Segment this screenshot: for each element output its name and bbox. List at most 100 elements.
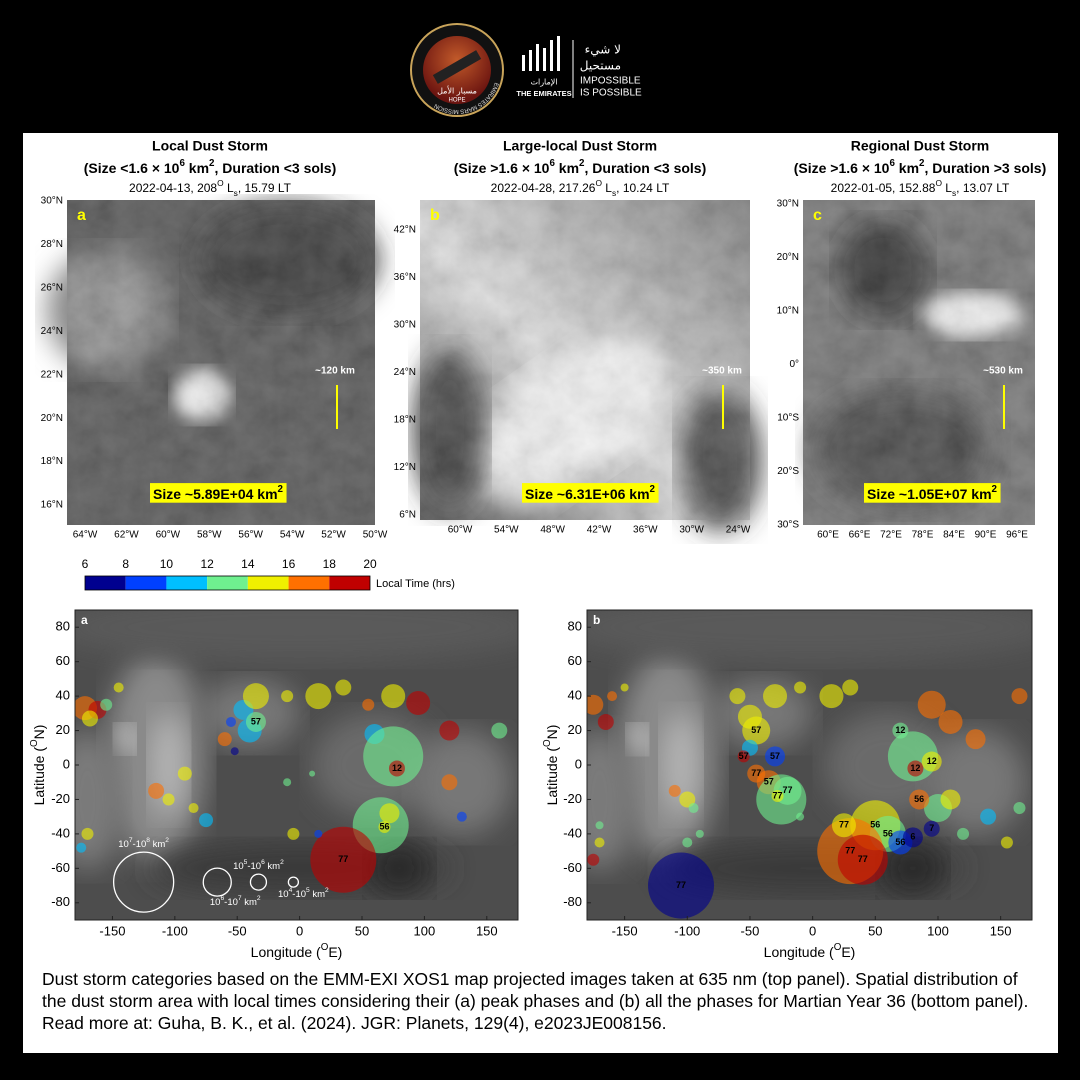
y-tick-label: 22°N [41,369,63,380]
bubble-label: 12 [927,756,937,766]
bubble-label: 56 [914,794,924,804]
panel-date-part: L [942,181,952,195]
logo-stroke [522,55,525,71]
legend-label-part: -10 [292,889,306,900]
y-tick-label: 40 [56,688,70,703]
legend-label-part: km [242,897,257,908]
image-panel [47,200,377,525]
dust-storm-bubble [378,820,391,834]
dust-storm-bubble [1000,836,1013,849]
y-tick-label: 80 [568,619,582,634]
bubble-label: 57 [739,751,749,761]
panel-subtitle-part: 2 [209,158,215,169]
dust-storm-bubble [668,784,681,797]
dust-storm-bubble [388,760,405,777]
bubble-label: 7 [929,823,934,833]
legend-label-part: 2 [280,859,284,866]
panel-date-part: L [224,181,234,195]
dust-storm-bubble [771,789,784,803]
x-axis-label-part: Longitude ( [764,944,834,960]
y-tick-label: 20°S [777,466,799,477]
panel-tag: c [813,207,822,224]
legend-label-part: 10 [210,897,221,908]
bubble-label: 56 [379,821,389,831]
dust-storm-bubble [819,684,844,709]
terrain [411,729,512,835]
y-tick-label: 0° [789,359,799,370]
y-tick-label: 10°N [777,306,799,317]
dust-storm-bubble [587,853,600,866]
dust-storm-bubble [742,716,771,745]
x-tick-label: 54°W [494,525,519,536]
dust-storm-bubble [921,751,942,772]
panel-tag: a [81,613,88,627]
dust-storm-bubble [620,683,629,692]
dust-storm-bubble [842,679,859,696]
y-tick-label: 24°N [394,367,416,378]
colorbar-tick-label: 14 [241,557,255,571]
dust-storm-bubble [81,710,98,727]
bubble-label: 6 [910,832,915,842]
panel-subtitle-part: 6 [889,158,895,169]
colorbar-tick-label: 8 [122,557,129,571]
x-tick-label: 54°W [280,530,305,541]
dust-storm-bubble [607,691,618,702]
slogan: IS POSSIBLE [580,88,642,99]
colorbar-segment [166,576,208,590]
legend-label-part: 8 [146,837,150,844]
legend-label-part: 6 [261,859,265,866]
brand-arabic: الإمارات [530,78,557,88]
panel-date: 2022-04-13, 208O Ls, 15.79 LT [129,178,292,198]
dust-storm-bubble [594,837,605,848]
dust-storm-bubble [729,688,746,705]
bubble-label: 12 [895,725,905,735]
panel-date-part: L [602,181,612,195]
y-axis-label-part: O [29,739,40,747]
dust-storm-bubble [940,789,961,810]
x-tick-label: 0 [809,923,816,938]
dust-storm-bubble [595,821,604,830]
dust-storm-bubble [1013,802,1026,815]
slogan: IMPOSSIBLE [580,76,641,87]
dust-storm-bubble [188,803,199,814]
x-tick-label: 62°W [114,530,139,541]
dust-storm-bubble [679,791,696,808]
x-tick-label: -150 [612,923,638,938]
panel-subtitle-part: (Size >1.6 × 10 [794,160,890,176]
panel-subtitle-part: , Duration <3 sols) [215,160,337,176]
panel-subtitle: (Size <1.6 × 106 km2, Duration <3 sols) [84,158,337,176]
dust-storm-bubble [245,711,266,732]
x-tick-label: 24°W [726,525,751,536]
dust-storm-bubble [314,829,323,838]
legend-label-part: km [310,889,325,900]
y-tick-label: 26°N [41,282,63,293]
y-tick-label: 36°N [394,272,416,283]
size-label: Size ~6.31E+06 km2 [525,484,656,502]
bubble-label: 57 [770,751,780,761]
colorbar-segment [329,576,370,590]
legend-label-part: 2 [257,895,261,902]
panel-subtitle-part: 6 [549,158,555,169]
y-tick-label: 20°N [777,252,799,263]
bubble-label: 57 [764,777,774,787]
legend-label-part: -10 [133,839,147,850]
dust-storm-bubble [217,732,232,747]
dust-storm-bubble [310,826,377,893]
x-tick-label: 0 [296,923,303,938]
terrain [75,610,518,663]
terrain [587,610,1032,663]
colorbar-label: Local Time (hrs) [376,578,455,590]
y-tick-label: -40 [563,825,582,840]
dust-storm-bubble [980,808,997,825]
scale-label: ~350 km [702,366,742,377]
x-tick-label: 50 [355,923,369,938]
legend-label-part: 6 [220,895,224,902]
dust-storm-bubble [76,842,87,853]
bubble-label: 77 [773,790,783,800]
panel-tag: a [77,207,86,224]
x-axis-label-part: E) [328,944,342,960]
logo-stroke [543,48,546,71]
panel-date-part: s [612,188,616,198]
dust-storm-bubble [81,827,94,840]
